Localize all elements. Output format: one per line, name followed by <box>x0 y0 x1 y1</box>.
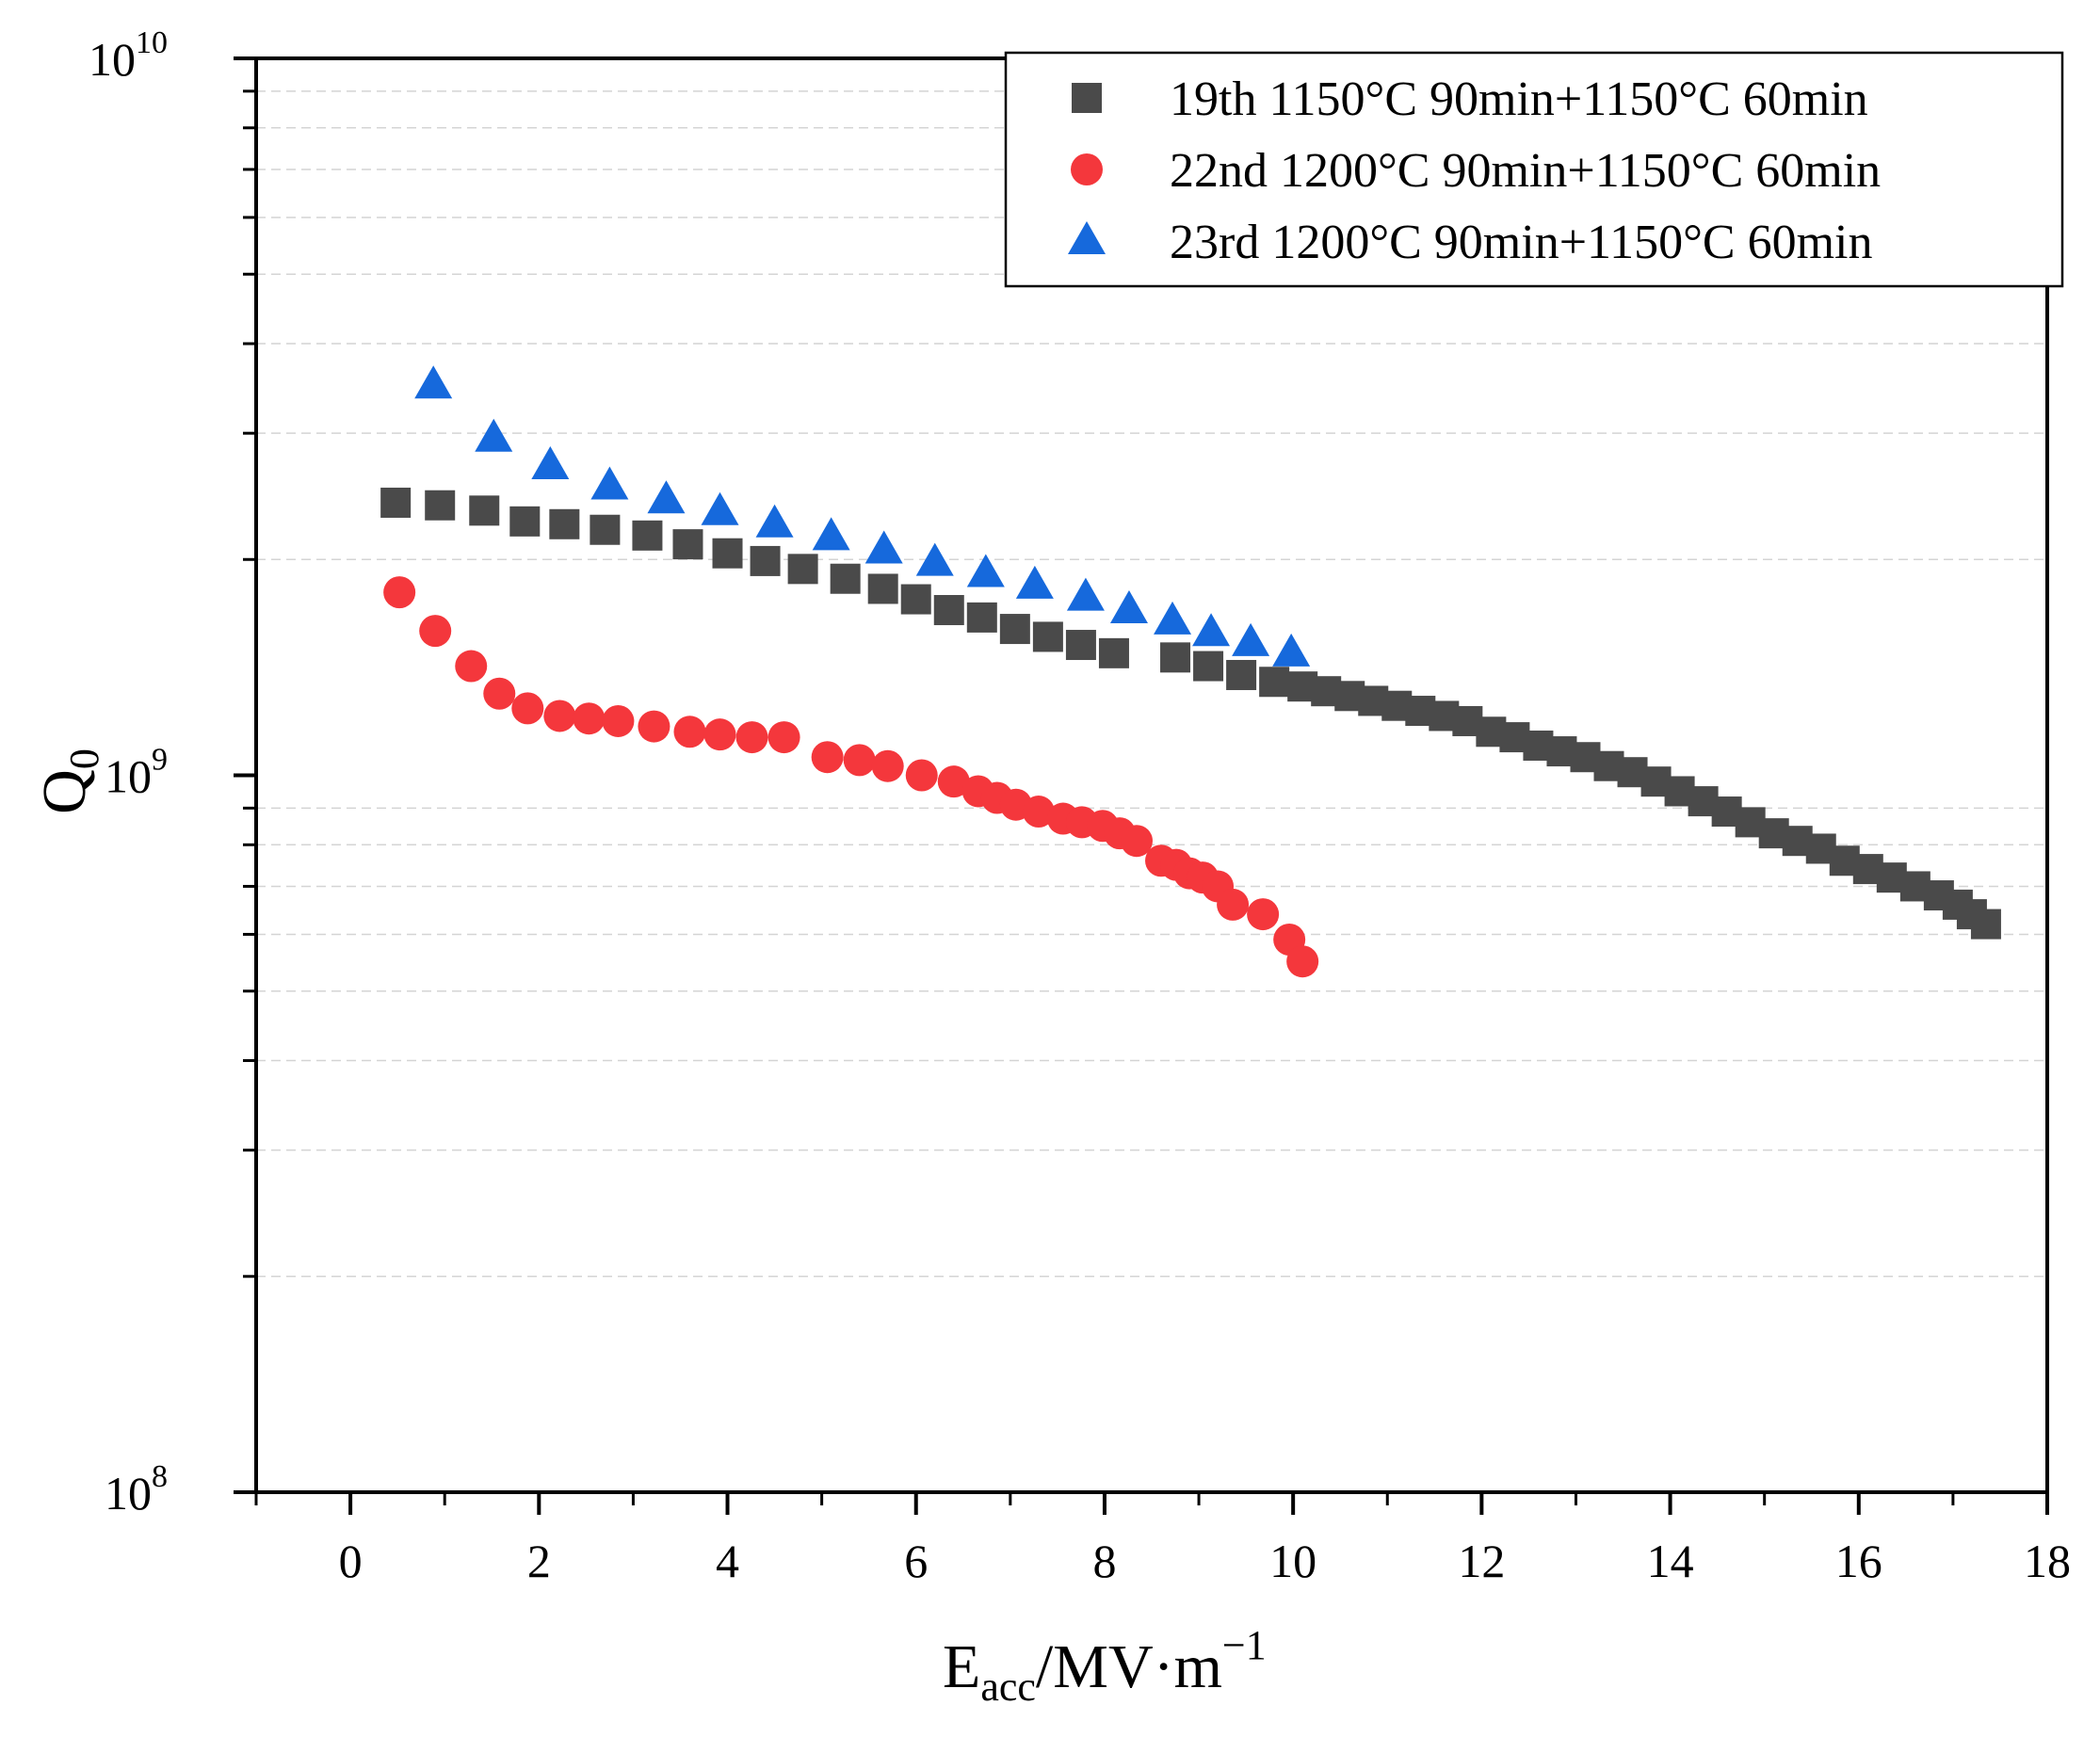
data-point-square <box>1259 667 1290 698</box>
y-tick-label: 109 <box>105 743 168 803</box>
data-point-triangle <box>966 554 1005 587</box>
data-point-circle <box>937 765 970 798</box>
y-tick-label: 108 <box>105 1459 168 1520</box>
data-point-square <box>1065 630 1096 661</box>
legend-box <box>1004 51 2064 288</box>
x-tick-label: 18 <box>2024 1535 2071 1587</box>
data-point-circle <box>511 692 544 725</box>
data-point-triangle <box>1272 633 1311 667</box>
data-point-circle <box>767 721 800 754</box>
data-point-circle <box>811 741 844 774</box>
data-point-triangle <box>1232 622 1270 656</box>
x-tick-label: 8 <box>1092 1535 1116 1587</box>
data-point-square <box>549 508 580 539</box>
x-tick-label: 12 <box>1458 1535 1505 1587</box>
data-point-circle <box>383 576 416 609</box>
svg-text:Eacc/MV·m−1: Eacc/MV·m−1 <box>943 1622 1267 1710</box>
legend: 19th 1150°C 90min+1150°C 60min 22nd 1200°… <box>1004 51 2064 288</box>
data-point-square <box>712 538 743 569</box>
legend-label: 22nd 1200°C 90min+1150°C 60min <box>1170 144 1881 198</box>
data-point-square <box>1193 651 1224 682</box>
data-point-triangle <box>475 418 513 452</box>
data-point-triangle <box>701 491 739 525</box>
data-point-circle <box>602 704 635 737</box>
data-point-triangle <box>1066 577 1105 611</box>
data-point-triangle <box>590 466 629 500</box>
data-point-circle <box>1120 825 1153 858</box>
data-point-square <box>672 529 703 560</box>
data-point-triangle <box>1154 601 1192 635</box>
data-point-circle <box>871 749 904 782</box>
legend-marker-square <box>1072 83 1102 113</box>
y-tick-label: 1010 <box>89 25 168 86</box>
data-point-square <box>999 614 1030 645</box>
svg-text:Q0: Q0 <box>30 748 107 814</box>
data-point-square <box>469 495 500 526</box>
axis-ticks: 0 2 4 6 8 10 12 14 16 18 108 109 1010 <box>89 25 2071 1587</box>
data-point-circle <box>843 744 876 777</box>
data-point-circle <box>1022 796 1055 828</box>
data-point-circle <box>543 700 576 732</box>
data-point-square <box>787 554 818 585</box>
data-point-circle <box>483 677 516 710</box>
data-point-triangle <box>1109 590 1148 624</box>
data-point-square <box>966 602 997 633</box>
data-point-circle <box>1286 945 1319 978</box>
data-point-square <box>1032 621 1063 652</box>
data-point-square <box>1160 642 1191 673</box>
data-point-circle <box>638 710 670 743</box>
data-point-triangle <box>1015 565 1054 599</box>
legend-marker-circle <box>1071 153 1103 185</box>
data-point-circle <box>1247 898 1280 931</box>
x-tick-label: 2 <box>527 1535 551 1587</box>
data-point-circle <box>1217 888 1250 921</box>
x-tick-label: 0 <box>339 1535 363 1587</box>
data-point-triangle <box>755 504 794 538</box>
data-point-circle <box>455 650 488 683</box>
data-point-circle <box>673 716 706 748</box>
x-tick-label: 14 <box>1647 1535 1694 1587</box>
data-point-triangle <box>1192 613 1231 647</box>
legend-label: 19th 1150°C 90min+1150°C 60min <box>1170 72 1868 126</box>
data-point-square <box>632 520 663 551</box>
legend-label: 23rd 1200°C 90min+1150°C 60min <box>1170 216 1872 269</box>
data-point-square <box>1098 637 1129 668</box>
data-point-triangle <box>864 530 903 564</box>
data-point-triangle <box>531 446 570 480</box>
data-point-triangle <box>647 480 686 514</box>
data-point-triangle <box>915 542 954 576</box>
data-point-square <box>933 595 964 626</box>
data-point-triangle <box>812 517 850 551</box>
series-triangle <box>414 365 1311 667</box>
data-point-square <box>509 506 541 537</box>
series-square <box>380 487 2001 940</box>
data-point-square <box>380 487 412 518</box>
series-circle <box>383 576 1319 978</box>
x-tick-label: 4 <box>716 1535 739 1587</box>
data-point-square <box>590 514 621 545</box>
data-point-circle <box>419 615 452 648</box>
data-point-square <box>900 584 931 615</box>
data-point-triangle <box>414 365 453 399</box>
x-tick-label: 10 <box>1269 1535 1317 1587</box>
data-point-square <box>1970 909 2001 940</box>
data-point-square <box>1226 659 1257 690</box>
data-point-circle <box>905 759 938 792</box>
legend-marker-triangle <box>1068 221 1106 254</box>
data-point-square <box>750 545 781 576</box>
y-axis-title: Q0 <box>30 748 107 814</box>
data-point-square <box>867 573 898 604</box>
x-tick-label: 6 <box>904 1535 928 1587</box>
data-point-circle <box>703 718 736 751</box>
data-point-circle <box>573 702 606 735</box>
x-tick-label: 16 <box>1835 1535 1882 1587</box>
data-point-circle <box>735 721 768 754</box>
data-point-square <box>830 563 861 594</box>
data-point-square <box>425 490 456 521</box>
x-axis-title: Eacc/MV·m−1 <box>943 1622 1267 1710</box>
data-series <box>380 365 2001 978</box>
